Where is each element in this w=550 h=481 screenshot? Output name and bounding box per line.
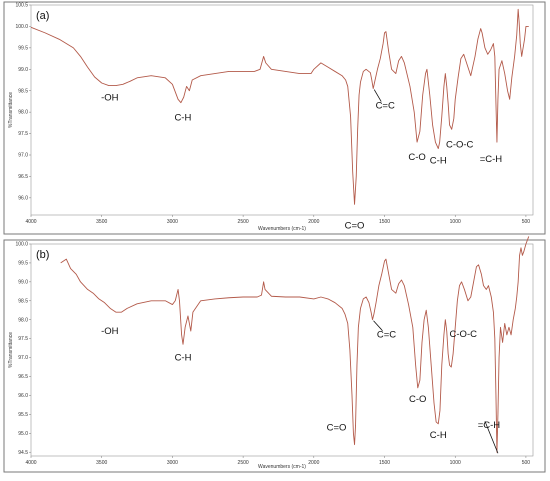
y-tick-label: 97.5 — [18, 336, 28, 342]
x-axis-title: Wavenumbers (cm-1) — [258, 464, 306, 470]
plot-area — [30, 4, 534, 216]
peak-annotation: C-O — [409, 394, 426, 405]
peak-annotation: C-O-C — [446, 139, 474, 150]
y-tick-label: 96.5 — [18, 174, 28, 180]
x-tick-label: 2500 — [238, 219, 249, 225]
peak-annotation: -OH — [101, 93, 119, 104]
peak-annotation: C=O — [327, 423, 347, 434]
x-tick-label: 500 — [522, 460, 531, 466]
peak-annotation: C-O — [408, 152, 425, 163]
peak-annotation: -OH — [101, 326, 119, 337]
spectrum-panel-b: 100.0 99.5 99.0 98.5 98.0 97.5 97.0 96.5 96.0 95.… — [3, 236, 546, 473]
y-tick-label: 95.5 — [18, 412, 28, 418]
x-tick-label: 1000 — [450, 219, 461, 225]
x-tick-label: 2000 — [308, 219, 319, 225]
peak-annotation: C-H — [430, 156, 447, 167]
panel-label: (a) — [36, 10, 49, 22]
peak-annotation: =C-H — [478, 420, 501, 431]
peak-annotation: =C-H — [480, 154, 503, 165]
y-tick-label: 94.5 — [18, 450, 28, 456]
x-axis-title: Wavenumbers (cm-1) — [258, 226, 306, 232]
peak-annotation: C-O-C — [450, 329, 478, 340]
y-tick-label: 98.5 — [18, 88, 28, 94]
x-tick-label: 2000 — [308, 460, 319, 466]
peak-annotation: C=O — [345, 220, 365, 231]
y-tick-label: 100.0 — [15, 24, 28, 30]
x-tick-label: 1500 — [379, 219, 390, 225]
x-tick-label: 3000 — [167, 460, 178, 466]
y-tick-label: 99.5 — [18, 261, 28, 267]
y-tick-label: 96.5 — [18, 374, 28, 380]
y-axis-title: %Transmittance — [8, 92, 14, 128]
x-tick-label: 3000 — [167, 219, 178, 225]
y-tick-label: 96.0 — [18, 393, 28, 399]
y-tick-label: 100.5 — [15, 3, 28, 9]
y-tick-label: 95.0 — [18, 431, 28, 437]
peak-annotation: C-H — [174, 113, 191, 124]
x-tick-label: 3500 — [96, 219, 107, 225]
panel-label: (b) — [36, 249, 49, 261]
y-tick-label: 97.0 — [18, 153, 28, 159]
transmittance-spectrum-line — [60, 236, 530, 453]
transmittance-spectrum-line — [30, 8, 529, 205]
peak-annotation: C-H — [175, 352, 192, 363]
x-tick-label: 4000 — [25, 219, 36, 225]
y-tick-label: 96.0 — [18, 195, 28, 201]
annotation-leader-line — [373, 320, 383, 331]
x-tick-label: 500 — [522, 219, 531, 225]
y-tick-label: 100.0 — [15, 242, 28, 248]
peak-annotation: C=C — [376, 101, 395, 112]
x-tick-label: 1000 — [450, 460, 461, 466]
x-tick-label: 2500 — [238, 460, 249, 466]
y-tick-label: 99.0 — [18, 67, 28, 73]
spectrum-panel-a: 100.5 100.0 99.5 99.0 98.5 98.0 97.5 97.0 96.5 96… — [3, 1, 546, 235]
peak-annotation: C=C — [377, 330, 396, 341]
y-tick-label: 97.0 — [18, 355, 28, 361]
y-tick-label: 97.5 — [18, 131, 28, 137]
y-axis-title: %Transmittance — [8, 332, 14, 368]
y-tick-label: 98.0 — [18, 110, 28, 116]
x-tick-label: 3500 — [96, 460, 107, 466]
plot-area — [30, 243, 534, 457]
y-tick-label: 99.0 — [18, 279, 28, 285]
annotation-leader-line — [373, 89, 382, 102]
y-tick-label: 98.5 — [18, 298, 28, 304]
x-tick-label: 4000 — [25, 460, 36, 466]
peak-annotation: C-H — [430, 430, 447, 441]
annotation-leader-line — [484, 421, 499, 454]
y-tick-label: 99.5 — [18, 45, 28, 51]
x-tick-label: 1500 — [379, 460, 390, 466]
y-tick-label: 98.0 — [18, 317, 28, 323]
